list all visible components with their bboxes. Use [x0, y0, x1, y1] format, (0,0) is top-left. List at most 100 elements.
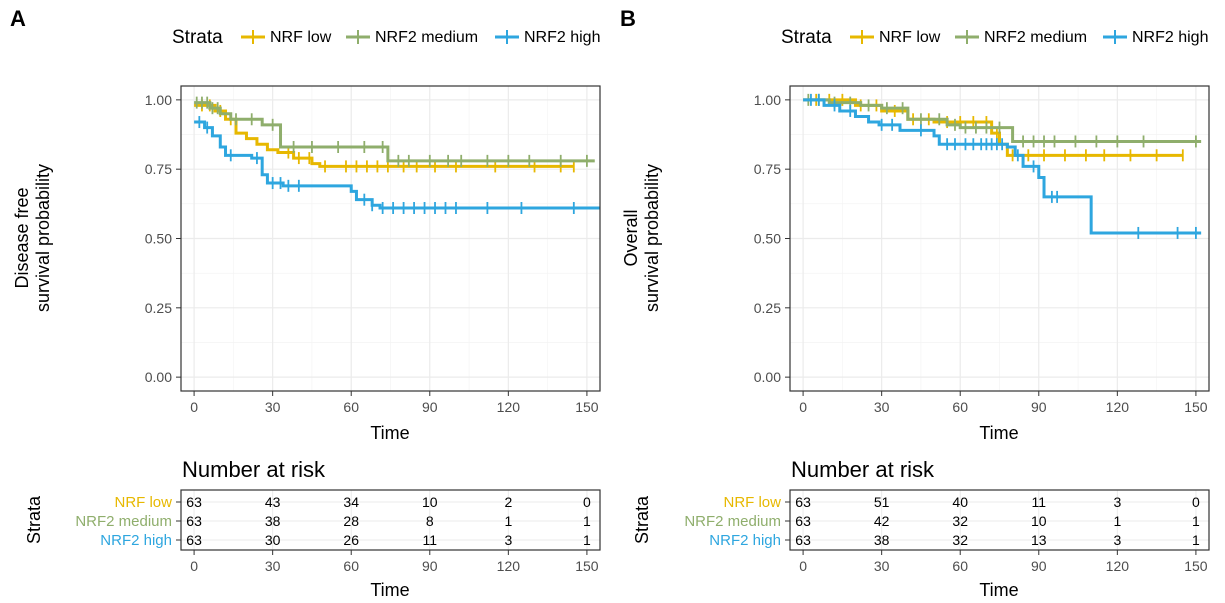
- panel-a-risk-value: 2: [504, 494, 512, 510]
- panel-a-legend: NRF low NRF2 medium NRF2 high: [241, 29, 600, 46]
- panel-a-risk-value: 63: [186, 513, 202, 529]
- panel-b-ytick-label: 1.00: [754, 92, 781, 108]
- panel-a-xtick-label: 150: [575, 399, 599, 415]
- panel-b-curve-nrf2-high: [803, 98, 1202, 235]
- panel-b-risk-value: 40: [952, 494, 968, 510]
- panel-b-risk-value: 3: [1113, 532, 1121, 548]
- panel-b-legend-nrf2-medium: NRF2 medium: [984, 29, 1087, 46]
- panel-b-plot: 0 30 60 90 120 150 0.00 0.25 0.50 0.75 1.00: [754, 85, 1210, 415]
- panel-a-risk-row-label: NRF2 high: [100, 532, 172, 549]
- panel-a-risk-border: [180, 489, 601, 551]
- panel-a-risk-value: 0: [583, 494, 591, 510]
- panel-b-xlabel: Time: [979, 423, 1018, 443]
- panel-b-risk-xtick-label: 120: [1106, 558, 1130, 574]
- panel-a-risk-value: 30: [265, 532, 281, 548]
- panel-a-curve-nrf2-high: [194, 120, 600, 210]
- panel-a-legend-nrf-low: NRF low: [270, 29, 332, 46]
- panel-a-risk-row-label: NRF low: [114, 494, 172, 511]
- panel-b-xtick-label: 60: [952, 399, 968, 415]
- panel-b-risk-value: 0: [1192, 494, 1200, 510]
- panel-a-risk-value: 1: [583, 532, 591, 548]
- panel-b-risk-xtick-label: 150: [1184, 558, 1208, 574]
- panel-b-risk-xtick-label: 0: [799, 558, 807, 574]
- panel-a-risk-title: Number at risk: [182, 457, 326, 482]
- panel-b-risk-value: 63: [795, 513, 811, 529]
- panel-a-risk-value: 28: [343, 513, 359, 529]
- panel-a-risk-xtick-label: 150: [575, 558, 599, 574]
- panel-a-legend-nrf2-high: NRF2 high: [524, 29, 600, 46]
- panel-b-plot-border: [789, 85, 1210, 392]
- panel-b-legend: NRF low NRF2 medium NRF2 high: [850, 29, 1208, 46]
- panel-b-risk-ylabel: Strata: [632, 495, 652, 544]
- panel-a-risk-xlabel: Time: [370, 580, 409, 600]
- panel-a-risk-value: 34: [343, 494, 359, 510]
- panel-a-risk-value: 1: [583, 513, 591, 529]
- panel-a-ytick-label: 0.25: [145, 300, 172, 316]
- panel-b-ytick-label: 0.75: [754, 161, 781, 177]
- panel-a-ytick-label: 0.00: [145, 369, 172, 385]
- panel-a-xtick-label: 60: [343, 399, 359, 415]
- panel-a-ylabel-line2: survival probability: [33, 164, 53, 312]
- panel-b-xtick-label: 0: [799, 399, 807, 415]
- panel-b-xtick-label: 30: [874, 399, 890, 415]
- panel-b-risk-value: 38: [874, 532, 890, 548]
- panel-a-xtick-label: 0: [190, 399, 198, 415]
- panel-b-risk-xtick-label: 60: [952, 558, 968, 574]
- panel-a-risk-xtick-label: 0: [190, 558, 198, 574]
- panel-b-risk-value: 42: [874, 513, 890, 529]
- panel-a-risk-xtick-label: 30: [265, 558, 281, 574]
- panel-b-xtick-label: 150: [1184, 399, 1208, 415]
- panel-b-risk-value: 1: [1192, 513, 1200, 529]
- panel-a-risk-value: 63: [186, 494, 202, 510]
- panel-b-ytick-label: 0.25: [754, 300, 781, 316]
- panel-b-risk-xtick-label: 30: [874, 558, 890, 574]
- panel-b-risk-title: Number at risk: [791, 457, 935, 482]
- panel-a-xtick-label: 90: [422, 399, 438, 415]
- panel-b-legend-nrf2-high: NRF2 high: [1132, 29, 1208, 46]
- panel-b-xtick-label: 90: [1031, 399, 1047, 415]
- panel-b-risk-value: 1: [1113, 513, 1121, 529]
- panel-a-risk-value: 3: [504, 532, 512, 548]
- panel-a-risk-value: 1: [504, 513, 512, 529]
- panel-b-risk-value: 32: [952, 513, 968, 529]
- panel-b-ytick-label: 0.50: [754, 231, 781, 247]
- panel-a-xlabel: Time: [370, 423, 409, 443]
- panel-b-risk-xlabel: Time: [979, 580, 1018, 600]
- panel-a-ytick-label: 0.50: [145, 231, 172, 247]
- panel-a-ylabel-line1: Disease free: [12, 187, 32, 288]
- panel-a-risk-value: 11: [423, 532, 438, 548]
- panel-b-risk-row-label: NRF low: [723, 494, 781, 511]
- panel-b-curve-nrf2-medium: [803, 98, 1202, 143]
- panel-a-legend-nrf2-medium: NRF2 medium: [375, 29, 478, 46]
- panel-b-risk-value: 1: [1192, 532, 1200, 548]
- panel-a-risk-value: 26: [343, 532, 359, 548]
- panel-a-risk-value: 63: [186, 532, 202, 548]
- panel-b-risk-value: 63: [795, 494, 811, 510]
- panel-b-risk-value: 63: [795, 532, 811, 548]
- panel-b-risk-value: 3: [1113, 494, 1121, 510]
- panel-b-legend-nrf-low: NRF low: [879, 29, 941, 46]
- panel-a-xtick-label: 30: [265, 399, 281, 415]
- panel-b-legend-title: Strata: [781, 27, 832, 48]
- panel-b-risk-value: 11: [1032, 494, 1047, 510]
- panel-b-ylabel-line1: Overall: [621, 209, 641, 266]
- panel-b-risk-row-label: NRF2 medium: [684, 513, 781, 530]
- panel-a-risk-value: 43: [265, 494, 281, 510]
- panel-b-ytick-label: 0.00: [754, 369, 781, 385]
- panel-a-ytick-label: 0.75: [145, 161, 172, 177]
- panel-a-risk-value: 8: [426, 513, 434, 529]
- panel-b-risk-value: 32: [952, 532, 968, 548]
- panel-a-label: A: [10, 6, 26, 31]
- panel-a-risk-value: 38: [265, 513, 281, 529]
- panel-b-risk-value: 51: [874, 494, 890, 510]
- panel-b-risk-row-label: NRF2 high: [709, 532, 781, 549]
- panel-b-risk-border: [789, 489, 1210, 551]
- panel-a-risk-xtick-label: 90: [422, 558, 438, 574]
- panel-b-risk-value: 13: [1031, 532, 1047, 548]
- panel-a-plot-border: [180, 85, 601, 392]
- panel-a-xtick-label: 120: [497, 399, 521, 415]
- panel-a-risk-xtick-label: 60: [343, 558, 359, 574]
